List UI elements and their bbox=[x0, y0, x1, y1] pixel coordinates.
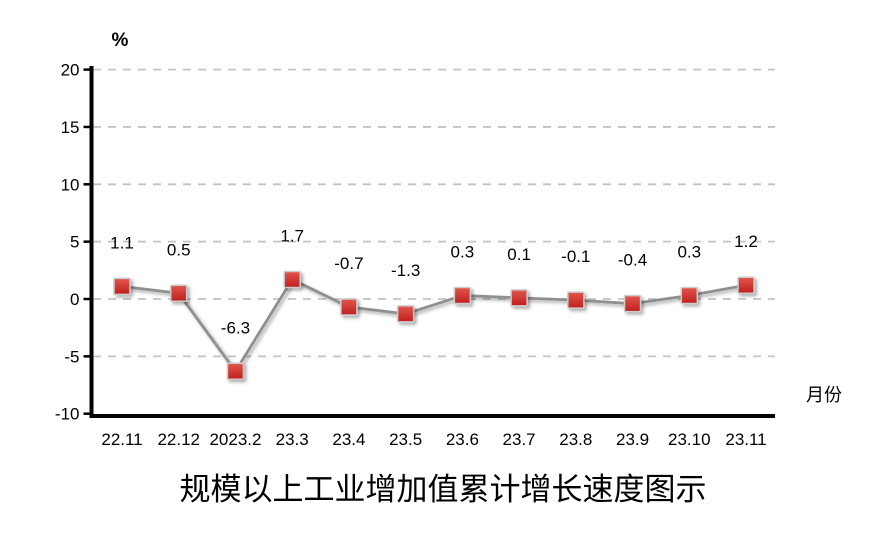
x-tick-label: 22.12 bbox=[157, 430, 200, 449]
data-point-marker bbox=[169, 284, 188, 303]
data-point-marker bbox=[567, 291, 585, 309]
y-tick-label: 0 bbox=[70, 290, 79, 309]
data-value-label: 1.2 bbox=[734, 232, 758, 251]
data-value-label: 0.1 bbox=[507, 245, 531, 264]
data-point-marker bbox=[737, 276, 755, 294]
y-tick-label: 20 bbox=[61, 61, 80, 80]
data-value-label: -0.1 bbox=[561, 247, 590, 266]
x-tick-label: 23.10 bbox=[668, 430, 711, 449]
chart-title: 规模以上工业增加值累计增长速度图示 bbox=[180, 472, 707, 507]
x-tick-label: 23.9 bbox=[616, 430, 649, 449]
x-tick-label: 23.11 bbox=[725, 430, 766, 449]
data-value-label: 0.3 bbox=[677, 243, 701, 262]
y-tick-label: 10 bbox=[61, 175, 80, 194]
data-point-marker bbox=[453, 286, 472, 305]
x-tick-label: 23.5 bbox=[389, 430, 422, 449]
data-point-marker bbox=[226, 362, 245, 381]
y-tick-label: -5 bbox=[64, 347, 79, 366]
gridlines bbox=[93, 68, 775, 358]
data-point-markers bbox=[113, 270, 755, 381]
x-axis-tick-labels: 22.11 22.12 2023.2 23.3 23.4 23.5 23.6 23.7 23.8… bbox=[101, 430, 766, 449]
data-point-marker bbox=[623, 294, 642, 313]
y-axis-tick-labels: -10 -5 0 5 10 15 20 bbox=[55, 61, 80, 424]
x-tick-label: 23.7 bbox=[503, 430, 536, 449]
x-tick-label: 22.11 bbox=[101, 430, 142, 449]
data-point-marker bbox=[396, 305, 415, 323]
data-value-label: 1.7 bbox=[280, 227, 304, 246]
data-point-marker bbox=[113, 277, 131, 296]
data-value-label: -0.7 bbox=[334, 254, 363, 273]
y-tick-label: 5 bbox=[70, 233, 79, 252]
series-line bbox=[120, 278, 748, 373]
y-axis-unit-label: % bbox=[112, 30, 129, 51]
x-axis-unit-label: 月份 bbox=[806, 385, 842, 405]
data-series-line bbox=[120, 278, 748, 373]
x-tick-label: 2023.2 bbox=[209, 430, 261, 449]
y-tick-label: 15 bbox=[61, 118, 80, 137]
axes bbox=[83, 66, 775, 418]
data-value-label: 1.1 bbox=[110, 233, 134, 252]
data-point-marker bbox=[510, 289, 528, 307]
data-value-label: 0.3 bbox=[451, 243, 475, 262]
data-value-label: -1.3 bbox=[391, 261, 420, 280]
x-tick-label: 23.3 bbox=[276, 430, 309, 449]
data-value-label: 0.5 bbox=[167, 240, 191, 259]
data-value-label: -0.4 bbox=[618, 251, 647, 270]
x-tick-label: 23.8 bbox=[559, 430, 592, 449]
x-tick-label: 23.4 bbox=[332, 430, 365, 449]
x-tick-label: 23.6 bbox=[446, 430, 479, 449]
data-point-marker bbox=[283, 270, 301, 289]
data-point-marker bbox=[340, 298, 358, 316]
y-tick-label: -10 bbox=[55, 405, 80, 424]
data-value-labels: 1.1 0.5 -6.3 1.7 -0.7 -1.3 0.3 0.1 -0.1 -0.4 0.3 1.… bbox=[110, 227, 758, 338]
data-point-marker bbox=[680, 286, 699, 305]
data-value-label: -6.3 bbox=[221, 318, 250, 337]
